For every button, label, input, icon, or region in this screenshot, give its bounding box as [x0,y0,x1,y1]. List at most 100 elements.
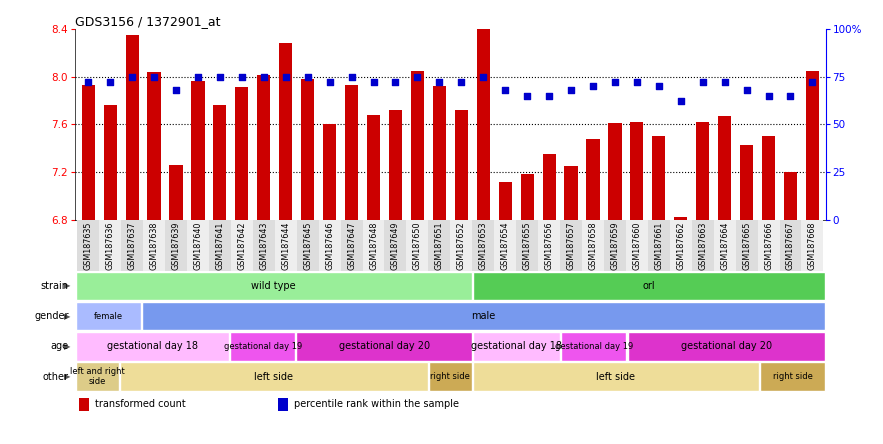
Bar [192,81,205,220]
Text: GSM187641: GSM187641 [215,221,224,270]
Point [740,87,754,94]
Text: GDS3156 / 1372901_at: GDS3156 / 1372901_at [75,15,221,28]
Point [805,79,819,86]
Bar [428,220,450,271]
Text: orl: orl [643,281,655,291]
Text: percentile rank within the sample: percentile rank within the sample [293,400,458,409]
Bar [76,362,118,391]
Bar [120,362,427,391]
Bar [297,220,319,271]
Bar [691,220,713,271]
Bar [802,220,824,271]
Bar [560,220,582,271]
Text: GSM187662: GSM187662 [676,221,685,270]
Text: right side: right side [430,372,471,381]
Text: strain: strain [41,281,69,291]
Text: ▶: ▶ [64,372,71,381]
Bar [806,71,819,220]
Bar [235,87,248,220]
Text: gestational day 20: gestational day 20 [681,341,772,351]
Bar [582,220,604,271]
Bar [278,398,288,411]
Bar [718,116,731,220]
Text: GSM187636: GSM187636 [106,221,115,270]
Bar [76,332,229,361]
Text: GSM187654: GSM187654 [501,221,509,270]
Text: GSM187643: GSM187643 [260,221,268,270]
Point [542,92,556,99]
Text: gestational day 19: gestational day 19 [223,342,302,351]
Bar [301,79,314,220]
Bar [604,220,626,271]
Bar [143,220,165,271]
Point [389,79,403,86]
Bar [653,136,666,220]
Bar [76,302,140,330]
Point [761,92,775,99]
Bar [99,220,121,271]
Point [322,79,336,86]
Bar [473,272,825,300]
Bar [230,332,295,361]
Text: male: male [472,311,495,321]
Bar [517,220,538,271]
Point [696,79,710,86]
Bar [473,332,560,361]
Bar [253,220,275,271]
Text: GSM187663: GSM187663 [698,221,707,270]
Text: GSM187665: GSM187665 [742,221,751,270]
Point [81,79,95,86]
Text: GSM187638: GSM187638 [149,221,159,270]
Text: GSM187647: GSM187647 [347,221,356,270]
Bar [214,105,226,220]
Bar [77,220,99,271]
Point [608,79,622,86]
Bar [760,362,825,391]
Bar [103,105,117,220]
Point [564,87,578,94]
Bar [170,165,183,220]
Text: other: other [43,372,69,381]
Text: ▶: ▶ [64,312,71,321]
Bar [762,136,775,220]
Bar [79,398,89,411]
Bar [648,220,670,271]
Bar [630,122,644,220]
Text: GSM187635: GSM187635 [84,221,93,270]
Text: GSM187644: GSM187644 [282,221,291,270]
Bar [406,220,428,271]
Bar [736,220,758,271]
Text: GSM187667: GSM187667 [786,221,795,270]
Point [235,73,249,80]
Bar [473,362,758,391]
Bar [257,75,270,220]
Text: right side: right side [773,372,812,381]
Text: GSM187640: GSM187640 [193,221,202,270]
Text: transformed count: transformed count [95,400,185,409]
Point [674,98,688,105]
Text: left side: left side [254,372,293,381]
Bar [429,362,472,391]
Text: GSM187668: GSM187668 [808,221,817,270]
Bar [542,154,555,220]
Bar [494,220,517,271]
Bar [477,27,490,220]
Text: GSM187657: GSM187657 [567,221,576,270]
Bar [455,110,468,220]
Bar [297,332,472,361]
Point [586,83,600,90]
Bar [562,332,626,361]
Text: GSM187660: GSM187660 [632,221,641,270]
Point [344,73,358,80]
Point [213,73,227,80]
Text: GSM187651: GSM187651 [434,221,444,270]
Text: GSM187658: GSM187658 [588,221,598,270]
Bar [275,220,297,271]
Point [279,73,293,80]
Text: wild type: wild type [252,281,296,291]
Bar [367,115,380,220]
Bar [121,220,143,271]
Text: GSM187639: GSM187639 [171,221,180,270]
Bar [713,220,736,271]
Bar [472,220,494,271]
